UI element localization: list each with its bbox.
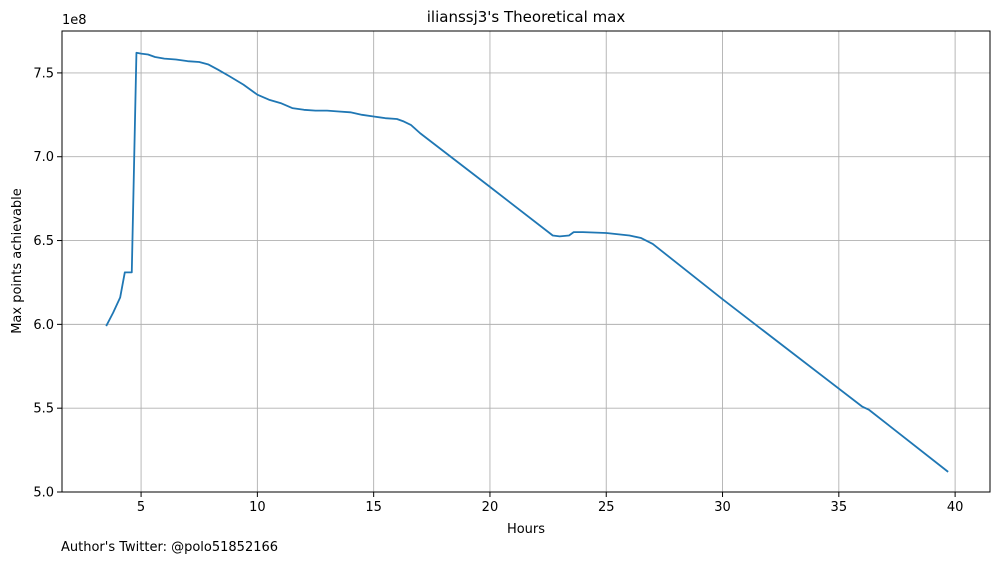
- x-tick-label: 35: [831, 500, 848, 515]
- x-tick-label: 5: [137, 500, 145, 515]
- series-group: [105, 51, 949, 473]
- y-tick-label: 7.5: [33, 66, 54, 81]
- series-line: [105, 51, 949, 473]
- x-tick-label: 40: [947, 500, 964, 515]
- y-tick-label: 5.5: [33, 402, 54, 417]
- grid-lines: [62, 31, 990, 493]
- y-offset-label: 1e8: [62, 13, 87, 28]
- chart-title: ilianssj3's Theoretical max: [427, 8, 626, 26]
- x-tick-label: 25: [598, 500, 615, 515]
- x-axis-ticks: 5 10 15 20 25 30 35 40: [137, 492, 963, 515]
- x-tick-label: 20: [482, 500, 499, 515]
- author-footer: Author's Twitter: @polo51852166: [61, 540, 278, 555]
- y-tick-label: 7.0: [33, 150, 54, 165]
- y-tick-label: 6.5: [33, 234, 54, 249]
- x-tick-label: 15: [365, 500, 382, 515]
- y-axis-label: Max points achievable: [10, 188, 25, 334]
- y-tick-label: 5.0: [33, 486, 54, 501]
- x-tick-label: 10: [249, 500, 266, 515]
- x-axis-label: Hours: [507, 522, 545, 537]
- y-axis-ticks: 5.0 5.5 6.0 6.5 7.0 7.5: [33, 66, 62, 501]
- x-tick-label: 30: [714, 500, 731, 515]
- axes-frame: [61, 30, 991, 493]
- y-tick-label: 6.0: [33, 318, 54, 333]
